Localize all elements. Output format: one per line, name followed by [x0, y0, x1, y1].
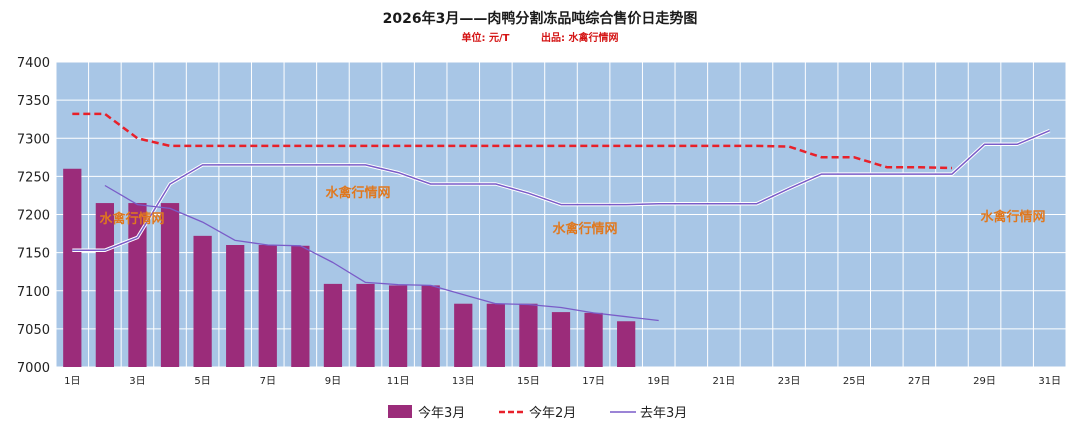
bar: [193, 235, 212, 367]
legend-swatch-bar: [388, 405, 412, 418]
x-tick-label: 7日: [260, 376, 276, 387]
line-series: [72, 112, 1051, 322]
bar: [160, 203, 180, 367]
bar: [519, 303, 538, 367]
y-axis: 7000 7050 7100 7150 7200 7250 7300 7350 7400: [17, 56, 50, 376]
bar-series: [63, 168, 636, 367]
y-tick-label: 7100: [17, 285, 50, 300]
x-tick-label: 13日: [452, 376, 475, 387]
x-tick-label: 25日: [843, 376, 866, 387]
series-line-lastyear-trend: [104, 184, 659, 322]
x-tick-label: 1日: [64, 376, 80, 387]
legend-label: 今年3月: [418, 405, 465, 421]
y-tick-label: 7300: [17, 132, 50, 147]
legend: 今年3月 今年2月 去年3月: [388, 405, 687, 421]
bar: [617, 321, 636, 367]
y-tick-label: 7050: [17, 323, 50, 338]
bar: [63, 168, 82, 367]
x-axis: 1日 3日 5日 7日 9日 11日 13日 15日 17日 19日 21日 23日 25日 27日 29日…: [64, 376, 1061, 387]
x-tick-label: 9日: [325, 376, 341, 387]
y-tick-label: 7400: [17, 56, 50, 71]
bar: [356, 283, 375, 367]
x-tick-label: 15日: [517, 376, 540, 387]
watermark-text: 水禽行情网: [552, 221, 617, 237]
y-tick-label: 7350: [17, 94, 50, 109]
bar: [388, 285, 408, 367]
x-tick-label: 3日: [129, 376, 145, 387]
bar: [454, 303, 473, 367]
x-tick-label: 19日: [647, 376, 670, 387]
bar: [226, 245, 245, 367]
bar: [128, 203, 147, 367]
chart-subtitle: 单位: 元/T 出品: 水禽行情网: [0, 29, 1080, 44]
series-line-lastyear: [72, 129, 1050, 252]
x-tick-label: 11日: [387, 376, 410, 387]
x-tick-label: 31日: [1038, 376, 1061, 387]
bar: [486, 303, 505, 367]
legend-label: 今年2月: [529, 405, 576, 421]
source-label: 出品: 水禽行情网: [540, 33, 619, 44]
x-tick-label: 27日: [908, 376, 931, 387]
unit-label: 单位: 元/T: [461, 33, 510, 44]
bar: [258, 245, 277, 367]
bar: [291, 245, 310, 367]
y-tick-label: 7200: [17, 209, 50, 224]
x-tick-label: 5日: [194, 376, 210, 387]
chart-title: 2026年3月——肉鸭分割冻品吨综合售价日走势图: [382, 11, 698, 27]
legend-label: 去年3月: [640, 406, 687, 421]
watermark-text: 水禽行情网: [99, 211, 164, 227]
watermark-text: 水禽行情网: [980, 209, 1045, 225]
series-line-feb: [72, 112, 953, 170]
bar: [584, 312, 603, 367]
bar: [421, 285, 440, 367]
y-tick-label: 7150: [17, 247, 50, 262]
x-tick-label: 21日: [713, 376, 736, 387]
bar: [551, 312, 571, 367]
watermark-text: 水禽行情网: [325, 185, 390, 201]
y-tick-label: 7250: [17, 170, 50, 185]
x-tick-label: 23日: [778, 376, 801, 387]
bar: [95, 203, 114, 367]
x-tick-label: 17日: [582, 376, 605, 387]
bar: [323, 283, 343, 367]
x-tick-label: 29日: [973, 376, 996, 387]
y-tick-label: 7000: [17, 361, 50, 376]
